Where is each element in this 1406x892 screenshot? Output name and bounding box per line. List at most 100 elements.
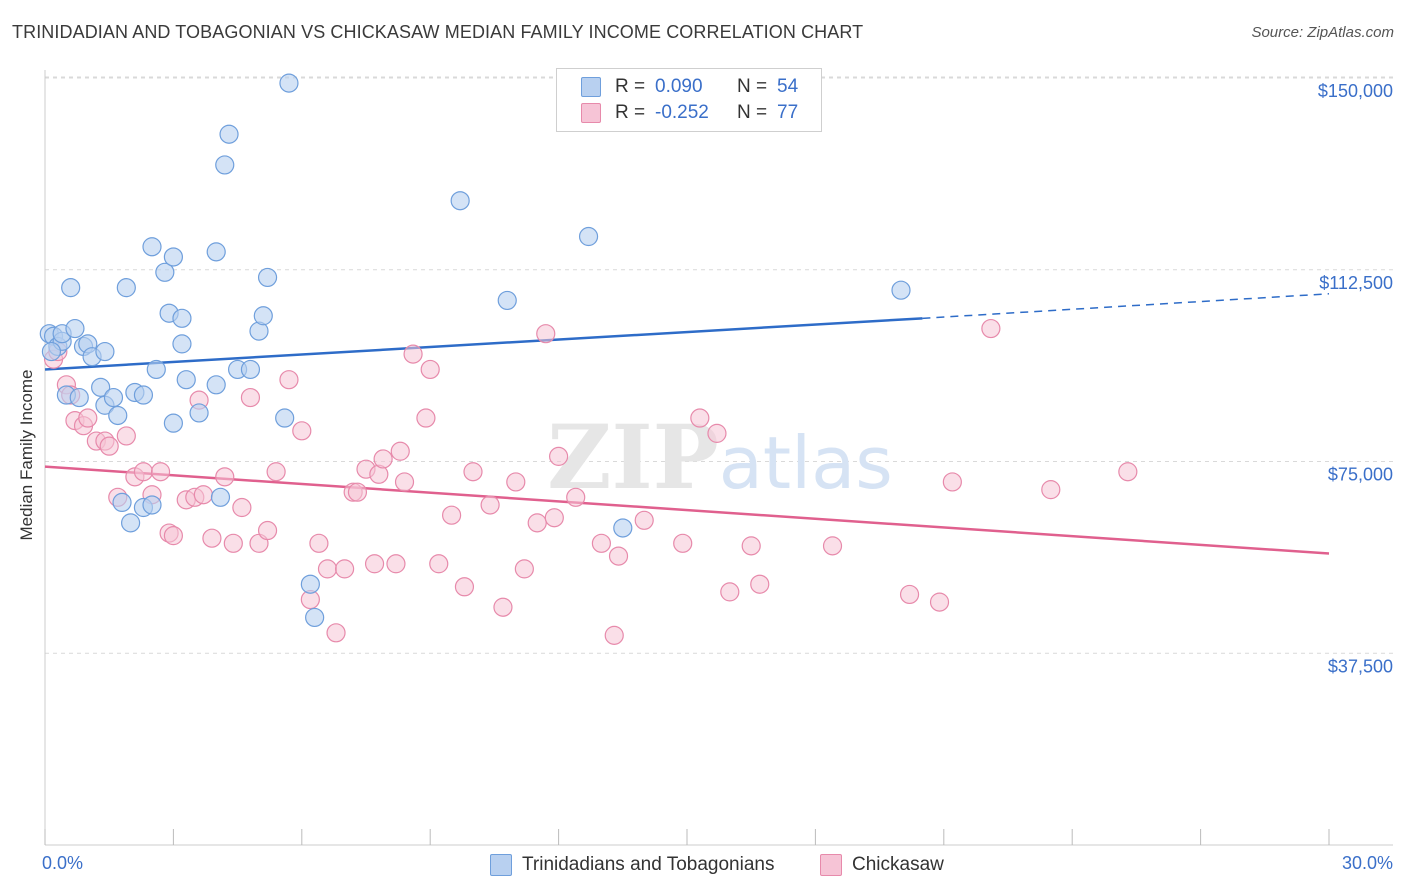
trinidadian-point	[305, 607, 325, 628]
trinidadian-point	[112, 492, 132, 513]
trinidadian-point	[142, 495, 162, 515]
trinidadian-trend-line	[44, 317, 923, 371]
trinidadian-point	[172, 308, 192, 328]
chickasaw-point	[981, 318, 1001, 339]
chickasaw-point	[480, 495, 500, 515]
n-label: N =	[737, 102, 768, 123]
chickasaw-point	[240, 387, 261, 408]
watermark-atlas: atlas	[719, 421, 893, 505]
x-tick-label-min: 0.0%	[42, 853, 83, 873]
chickasaw-point	[899, 584, 920, 605]
chickasaw-point	[163, 526, 183, 546]
y-tick-label: $150,000	[1318, 81, 1393, 101]
trinidadian-point	[103, 387, 124, 408]
trinidadian-point	[215, 155, 235, 175]
trinidadian-point	[91, 377, 111, 397]
trinidadian-point	[257, 267, 278, 288]
trinidadian-point	[65, 318, 85, 339]
trinidadian-point	[189, 403, 209, 423]
series-name: Trinidadians and Tobagonians	[522, 854, 775, 875]
trinidadian-point	[253, 306, 273, 326]
r-label: R =	[615, 102, 646, 123]
chickasaw-point	[690, 408, 710, 428]
trinidadian-point	[578, 226, 599, 247]
trinidadian-point	[210, 487, 231, 507]
chickasaw-point	[673, 533, 693, 553]
trend-lines	[44, 293, 1330, 555]
chickasaw-point	[292, 421, 312, 441]
n-label: N =	[737, 76, 768, 97]
trinidadian-point	[613, 518, 633, 538]
chickasaw-point	[442, 505, 462, 525]
trinidadian-point	[61, 278, 81, 298]
chickasaw-points	[43, 318, 1138, 645]
chickasaw-point	[454, 577, 475, 597]
chickasaw-point	[929, 592, 950, 612]
chickasaw-point	[116, 426, 136, 446]
trinidadian-point	[108, 405, 128, 426]
chickasaw-point	[1118, 462, 1138, 482]
chickasaw-point	[634, 510, 654, 530]
trinidadian-point	[300, 574, 320, 594]
chickasaw-point	[822, 536, 843, 556]
chickasaw-point	[347, 482, 368, 502]
chickasaw-point	[309, 533, 329, 553]
r-label: R =	[615, 76, 646, 97]
pink-swatch	[581, 103, 601, 123]
y-tick-labels: $150,000 $112,500 $75,000 $37,500	[1318, 81, 1393, 676]
chickasaw-point	[133, 462, 154, 482]
trinidadian-point	[69, 387, 89, 408]
correlation-legend: R = 0.090 N = 54 R = -0.252 N = 77	[556, 68, 822, 132]
chickasaw-point	[741, 536, 761, 556]
blue-swatch	[581, 77, 601, 97]
x-ticks	[44, 829, 1330, 845]
pink-swatch	[820, 854, 842, 876]
chickasaw-point	[317, 559, 338, 579]
trinidadian-point	[95, 341, 115, 362]
y-tick-label: $112,500	[1319, 273, 1393, 293]
chickasaw-point	[720, 582, 740, 602]
trinidadian-trend-extension	[922, 293, 1330, 320]
chickasaw-point	[942, 472, 962, 492]
trinidadian-point	[41, 341, 62, 362]
trinidadian-point	[146, 359, 166, 380]
chickasaw-point	[390, 441, 410, 461]
trinidadian-point	[133, 385, 154, 405]
trinidadian-point	[275, 408, 295, 428]
chickasaw-point	[99, 436, 119, 456]
trinidadian-point	[172, 334, 192, 354]
bottom-legend-trinidadian: Trinidadians and Tobagonians	[490, 852, 774, 878]
y-axis-label: Median Family Income	[17, 369, 36, 540]
chickasaw-point	[266, 462, 286, 482]
trinidadian-point	[450, 191, 470, 211]
chickasaw-point	[257, 520, 278, 541]
chickasaw-point	[193, 485, 213, 505]
chickasaw-point	[223, 533, 243, 553]
legend-row-trinidadian: R = 0.090 N = 54	[581, 74, 798, 100]
trinidadian-point	[163, 413, 183, 433]
watermark: ZIPatlas	[547, 405, 893, 509]
chickasaw-point	[373, 449, 393, 469]
r-value: 0.090	[655, 76, 703, 97]
chickasaw-point	[215, 467, 235, 487]
chickasaw-point	[750, 574, 770, 594]
chickasaw-point	[420, 359, 440, 380]
chickasaw-point	[202, 528, 222, 548]
chickasaw-point	[1041, 480, 1061, 500]
chickasaw-point	[506, 472, 526, 492]
chickasaw-point	[608, 546, 629, 566]
trinidadian-point	[176, 370, 196, 390]
trinidadian-point	[142, 237, 162, 257]
chickasaw-point	[591, 533, 612, 553]
trinidadian-points	[39, 73, 911, 628]
series-name: Chickasaw	[852, 854, 944, 875]
trinidadian-point	[155, 262, 175, 282]
x-tick-label-max: 30.0%	[1342, 853, 1393, 873]
trinidadian-point	[279, 73, 299, 93]
trinidadian-point	[206, 375, 226, 395]
chickasaw-point	[544, 508, 564, 528]
chickasaw-point	[78, 408, 98, 428]
chickasaw-point	[335, 559, 355, 579]
chickasaw-point	[150, 462, 171, 482]
